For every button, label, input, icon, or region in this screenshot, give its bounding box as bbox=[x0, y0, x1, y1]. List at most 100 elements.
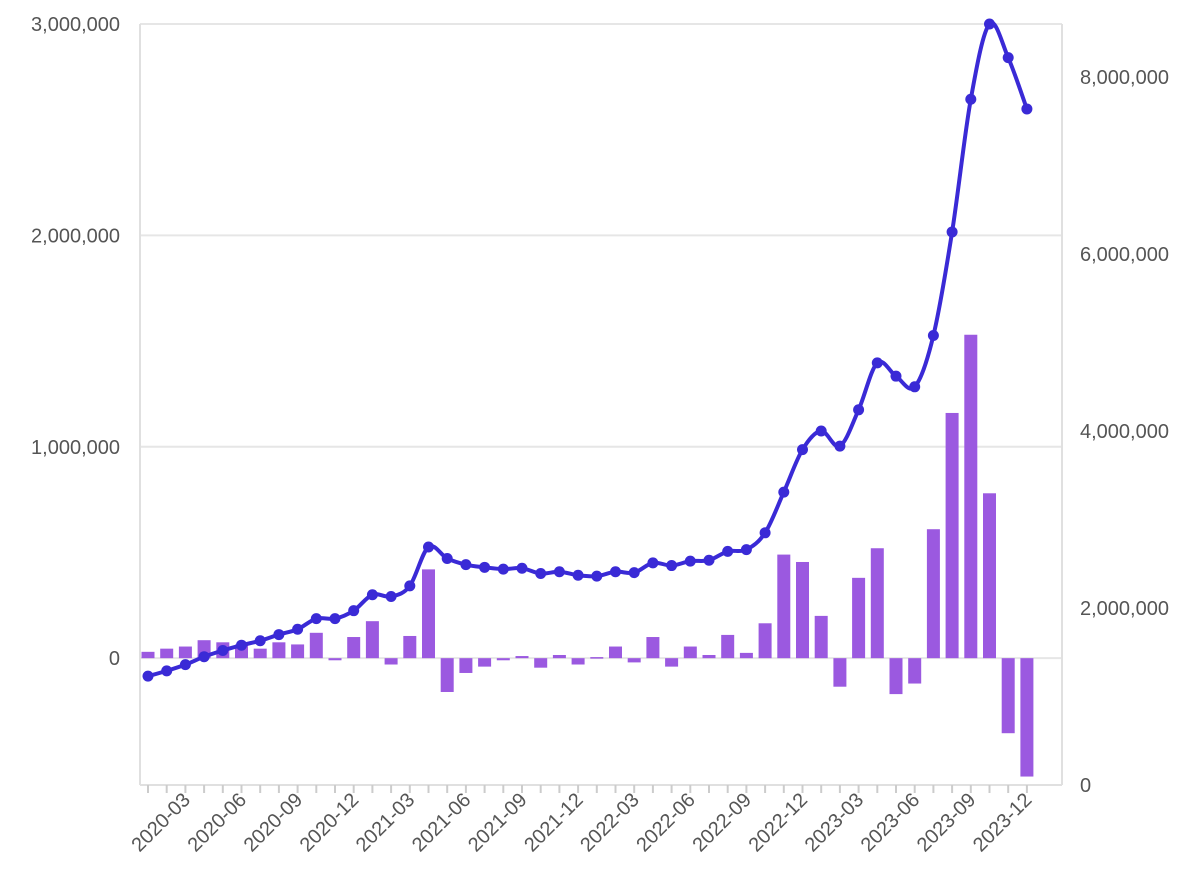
line-point bbox=[217, 644, 229, 656]
line-point bbox=[684, 555, 696, 567]
bar bbox=[814, 615, 828, 659]
right-tick-label: 8,000,000 bbox=[1080, 67, 1169, 89]
x-tick-label: 2022-09 bbox=[688, 789, 755, 856]
line-point bbox=[348, 605, 360, 617]
axes: 0 1,000,000 2,000,000 3,000,000 0 2,000,000 4,… bbox=[31, 14, 1169, 856]
bar bbox=[852, 577, 866, 659]
line-point bbox=[273, 629, 285, 641]
left-tick-label: 2,000,000 bbox=[31, 225, 120, 247]
bar bbox=[571, 658, 585, 665]
bar bbox=[253, 648, 267, 659]
bar bbox=[328, 658, 342, 661]
line-point bbox=[329, 613, 341, 625]
line-point bbox=[254, 635, 266, 647]
bar bbox=[945, 412, 959, 659]
line-point bbox=[722, 545, 734, 557]
line-point bbox=[292, 623, 304, 635]
line-point bbox=[236, 639, 247, 651]
left-tick-label: 1,000,000 bbox=[31, 437, 120, 459]
x-tick-label: 2020-06 bbox=[184, 789, 251, 856]
x-tick-label: 2020-12 bbox=[296, 789, 363, 856]
line-point bbox=[179, 659, 191, 671]
bar bbox=[440, 658, 454, 692]
bar bbox=[908, 658, 922, 684]
bar bbox=[309, 632, 323, 659]
bar bbox=[926, 529, 940, 659]
line-point bbox=[666, 560, 678, 572]
bar bbox=[478, 658, 492, 667]
line-point bbox=[423, 541, 434, 553]
bar bbox=[590, 657, 604, 659]
bar bbox=[272, 642, 286, 659]
bar bbox=[983, 493, 996, 659]
line-point bbox=[366, 589, 378, 601]
bar bbox=[627, 658, 641, 663]
bar-series bbox=[141, 334, 1034, 777]
bar bbox=[721, 634, 735, 659]
line-point bbox=[965, 93, 977, 105]
x-tick-label: 2023-03 bbox=[801, 789, 868, 856]
bar bbox=[552, 654, 566, 659]
line-point bbox=[740, 544, 752, 556]
line-point bbox=[871, 357, 883, 369]
bar bbox=[1001, 658, 1015, 734]
bar bbox=[178, 646, 192, 659]
line-point bbox=[479, 561, 491, 573]
x-tick-label: 2020-03 bbox=[127, 789, 194, 856]
x-tick-label: 2020-09 bbox=[240, 789, 307, 856]
line-point bbox=[890, 370, 902, 382]
line-point bbox=[909, 381, 921, 393]
line-point bbox=[161, 665, 173, 677]
line-point bbox=[310, 613, 322, 625]
line-point bbox=[610, 566, 621, 578]
bar bbox=[683, 646, 697, 659]
line-series bbox=[142, 18, 1033, 682]
line-point bbox=[1021, 103, 1033, 115]
x-tick-label: 2022-03 bbox=[576, 789, 643, 856]
bar bbox=[422, 569, 435, 659]
bar bbox=[702, 654, 716, 659]
bar bbox=[889, 658, 903, 695]
bar bbox=[1020, 658, 1034, 777]
line-point bbox=[703, 554, 715, 566]
line-point bbox=[404, 580, 416, 592]
line-point bbox=[198, 651, 210, 663]
bar bbox=[141, 651, 155, 659]
bar bbox=[758, 623, 772, 659]
right-tick-label: 2,000,000 bbox=[1080, 598, 1169, 620]
x-tick-label: 2022-12 bbox=[745, 789, 812, 856]
x-tick-label: 2023-09 bbox=[913, 789, 980, 856]
grid-lines bbox=[140, 23, 1062, 660]
line-point bbox=[516, 562, 528, 574]
line-point bbox=[984, 18, 995, 30]
line-point bbox=[142, 670, 154, 682]
left-tick-label: 3,000,000 bbox=[31, 14, 120, 36]
bar bbox=[459, 658, 473, 673]
line-point bbox=[460, 559, 472, 571]
bar bbox=[964, 334, 978, 659]
line-point bbox=[628, 567, 640, 579]
x-tick-label: 2022-06 bbox=[632, 789, 699, 856]
bar bbox=[291, 644, 305, 659]
line-point bbox=[553, 566, 565, 578]
right-tick-label: 6,000,000 bbox=[1080, 244, 1169, 266]
line-point bbox=[815, 425, 827, 437]
x-tick-label: 2021-06 bbox=[408, 789, 475, 856]
bar bbox=[160, 648, 174, 659]
bar bbox=[534, 658, 548, 668]
right-tick-label: 0 bbox=[1080, 775, 1091, 797]
bar bbox=[833, 658, 847, 687]
line-path bbox=[147, 20, 1029, 679]
line-point bbox=[572, 569, 584, 581]
line-point bbox=[759, 527, 771, 539]
line-point bbox=[385, 591, 397, 603]
line-point bbox=[853, 404, 865, 416]
line-point bbox=[441, 552, 453, 564]
bar bbox=[777, 554, 791, 659]
bar bbox=[403, 635, 417, 659]
bar bbox=[870, 548, 884, 659]
line-point bbox=[1002, 52, 1014, 64]
bar bbox=[796, 561, 809, 659]
bar bbox=[384, 658, 398, 665]
